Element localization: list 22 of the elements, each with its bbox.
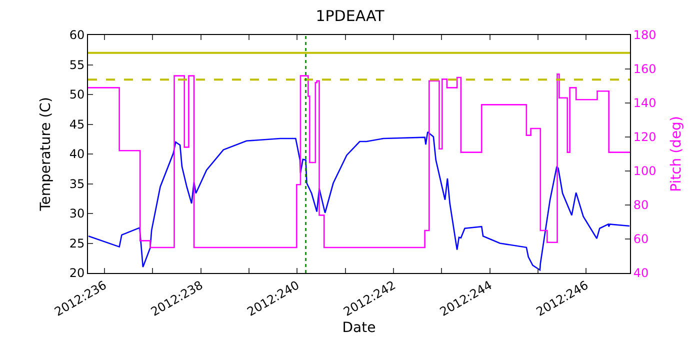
y-tick-label: 60 bbox=[69, 28, 85, 42]
y-tick-label: 30 bbox=[69, 206, 85, 221]
chart-title: 1PDEAAT bbox=[316, 7, 386, 25]
y-tick-label: 20 bbox=[69, 266, 85, 280]
y2-tick-label: 180 bbox=[633, 28, 656, 42]
y2-tick-label: 120 bbox=[633, 130, 656, 144]
y2-tick-label: 140 bbox=[633, 96, 656, 110]
x-axis-title: Date bbox=[342, 320, 376, 336]
line-series bbox=[88, 131, 630, 271]
y2-tick-label: 160 bbox=[633, 62, 656, 76]
y-axis-title: Temperature (C) bbox=[38, 97, 54, 212]
y2-tick-label: 100 bbox=[633, 164, 656, 178]
y2-tick-label: 80 bbox=[633, 198, 649, 212]
y-tick-label: 40 bbox=[69, 147, 85, 162]
y-tick-label: 45 bbox=[69, 117, 85, 132]
y-tick-label: 50 bbox=[69, 88, 85, 102]
y-tick-label: 25 bbox=[69, 236, 85, 250]
y-tick-label: 55 bbox=[69, 58, 85, 72]
y2-tick-label: 40 bbox=[633, 266, 649, 280]
y2-axis-title: Pitch (deg) bbox=[668, 116, 685, 192]
y2-tick-label: 60 bbox=[633, 232, 649, 246]
y-tick-label: 35 bbox=[69, 176, 85, 191]
